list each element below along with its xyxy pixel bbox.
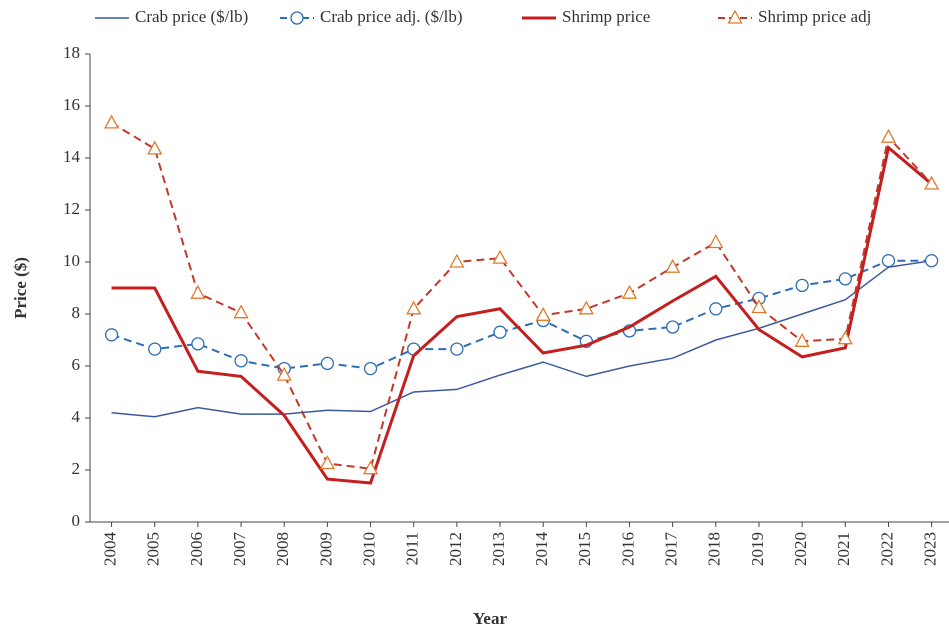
point-marker <box>363 361 378 376</box>
x-tick-label: 2021 <box>834 532 853 566</box>
y-tick-label: 12 <box>63 199 80 218</box>
point-marker <box>578 300 594 315</box>
legend-label: Crab price ($/lb) <box>135 7 248 26</box>
x-axis-label: Year <box>473 609 507 628</box>
x-tick-label: 2004 <box>100 532 119 567</box>
point-marker <box>708 234 724 249</box>
y-tick-label: 4 <box>72 407 81 426</box>
point-marker <box>406 300 422 315</box>
point-marker <box>103 114 120 129</box>
point-marker <box>665 258 681 273</box>
point-marker <box>104 328 119 342</box>
y-axis-label: Price ($) <box>11 257 30 319</box>
x-tick-label: 2013 <box>489 532 508 566</box>
point-marker <box>837 330 853 345</box>
point-marker <box>838 272 852 286</box>
point-marker <box>147 140 163 155</box>
x-tick-label: 2006 <box>187 532 206 566</box>
y-tick-label: 8 <box>72 303 81 322</box>
x-tick-label: 2015 <box>575 532 594 566</box>
point-marker <box>924 175 940 190</box>
point-marker <box>320 356 335 371</box>
y-tick-label: 14 <box>63 147 81 166</box>
point-marker <box>795 278 809 293</box>
point-marker <box>492 249 508 264</box>
point-marker <box>880 128 897 143</box>
x-tick-label: 2008 <box>273 532 292 566</box>
point-marker <box>794 332 810 347</box>
legend-label: Shrimp price adj <box>758 7 871 26</box>
point-marker <box>148 342 162 356</box>
point-marker <box>362 460 379 475</box>
point-marker <box>276 366 292 381</box>
y-tick-label: 0 <box>72 511 81 530</box>
legend-label: Shrimp price <box>562 7 650 26</box>
legend-marker <box>727 9 743 24</box>
x-tick-label: 2012 <box>446 532 465 566</box>
y-tick-label: 10 <box>63 251 80 270</box>
x-tick-label: 2020 <box>791 532 810 566</box>
point-marker <box>233 304 249 319</box>
x-tick-label: 2022 <box>877 532 896 566</box>
y-tick-label: 6 <box>72 355 81 374</box>
x-tick-label: 2017 <box>662 532 681 567</box>
series-line <box>111 122 933 470</box>
point-marker <box>751 299 767 314</box>
point-marker <box>190 284 206 299</box>
point-marker <box>493 325 507 339</box>
point-marker <box>621 284 638 299</box>
legend-marker <box>290 11 304 25</box>
x-tick-label: 2016 <box>618 532 637 566</box>
series-line <box>111 259 932 370</box>
y-tick-label: 16 <box>63 95 80 114</box>
x-tick-label: 2023 <box>921 532 940 566</box>
x-tick-label: 2009 <box>316 532 335 566</box>
y-tick-label: 18 <box>63 43 80 62</box>
point-marker <box>191 337 205 351</box>
y-tick-label: 2 <box>72 459 81 478</box>
x-tick-label: 2010 <box>359 532 378 566</box>
legend-label: Crab price adj. ($/lb) <box>320 7 463 26</box>
point-marker <box>234 354 248 368</box>
point-marker <box>924 254 939 268</box>
x-tick-label: 2019 <box>748 532 767 566</box>
x-tick-label: 2007 <box>230 532 249 567</box>
x-tick-label: 2005 <box>144 532 163 566</box>
point-marker <box>709 302 723 316</box>
x-tick-label: 2014 <box>532 532 551 567</box>
series-line <box>111 259 932 418</box>
x-tick-label: 2018 <box>705 532 724 566</box>
point-marker <box>450 342 464 356</box>
point-marker <box>881 254 896 268</box>
point-marker <box>449 253 465 268</box>
point-marker <box>535 306 551 321</box>
point-marker <box>666 320 680 334</box>
point-marker <box>319 455 335 470</box>
x-tick-label: 2011 <box>403 532 422 565</box>
series-line <box>111 144 933 485</box>
